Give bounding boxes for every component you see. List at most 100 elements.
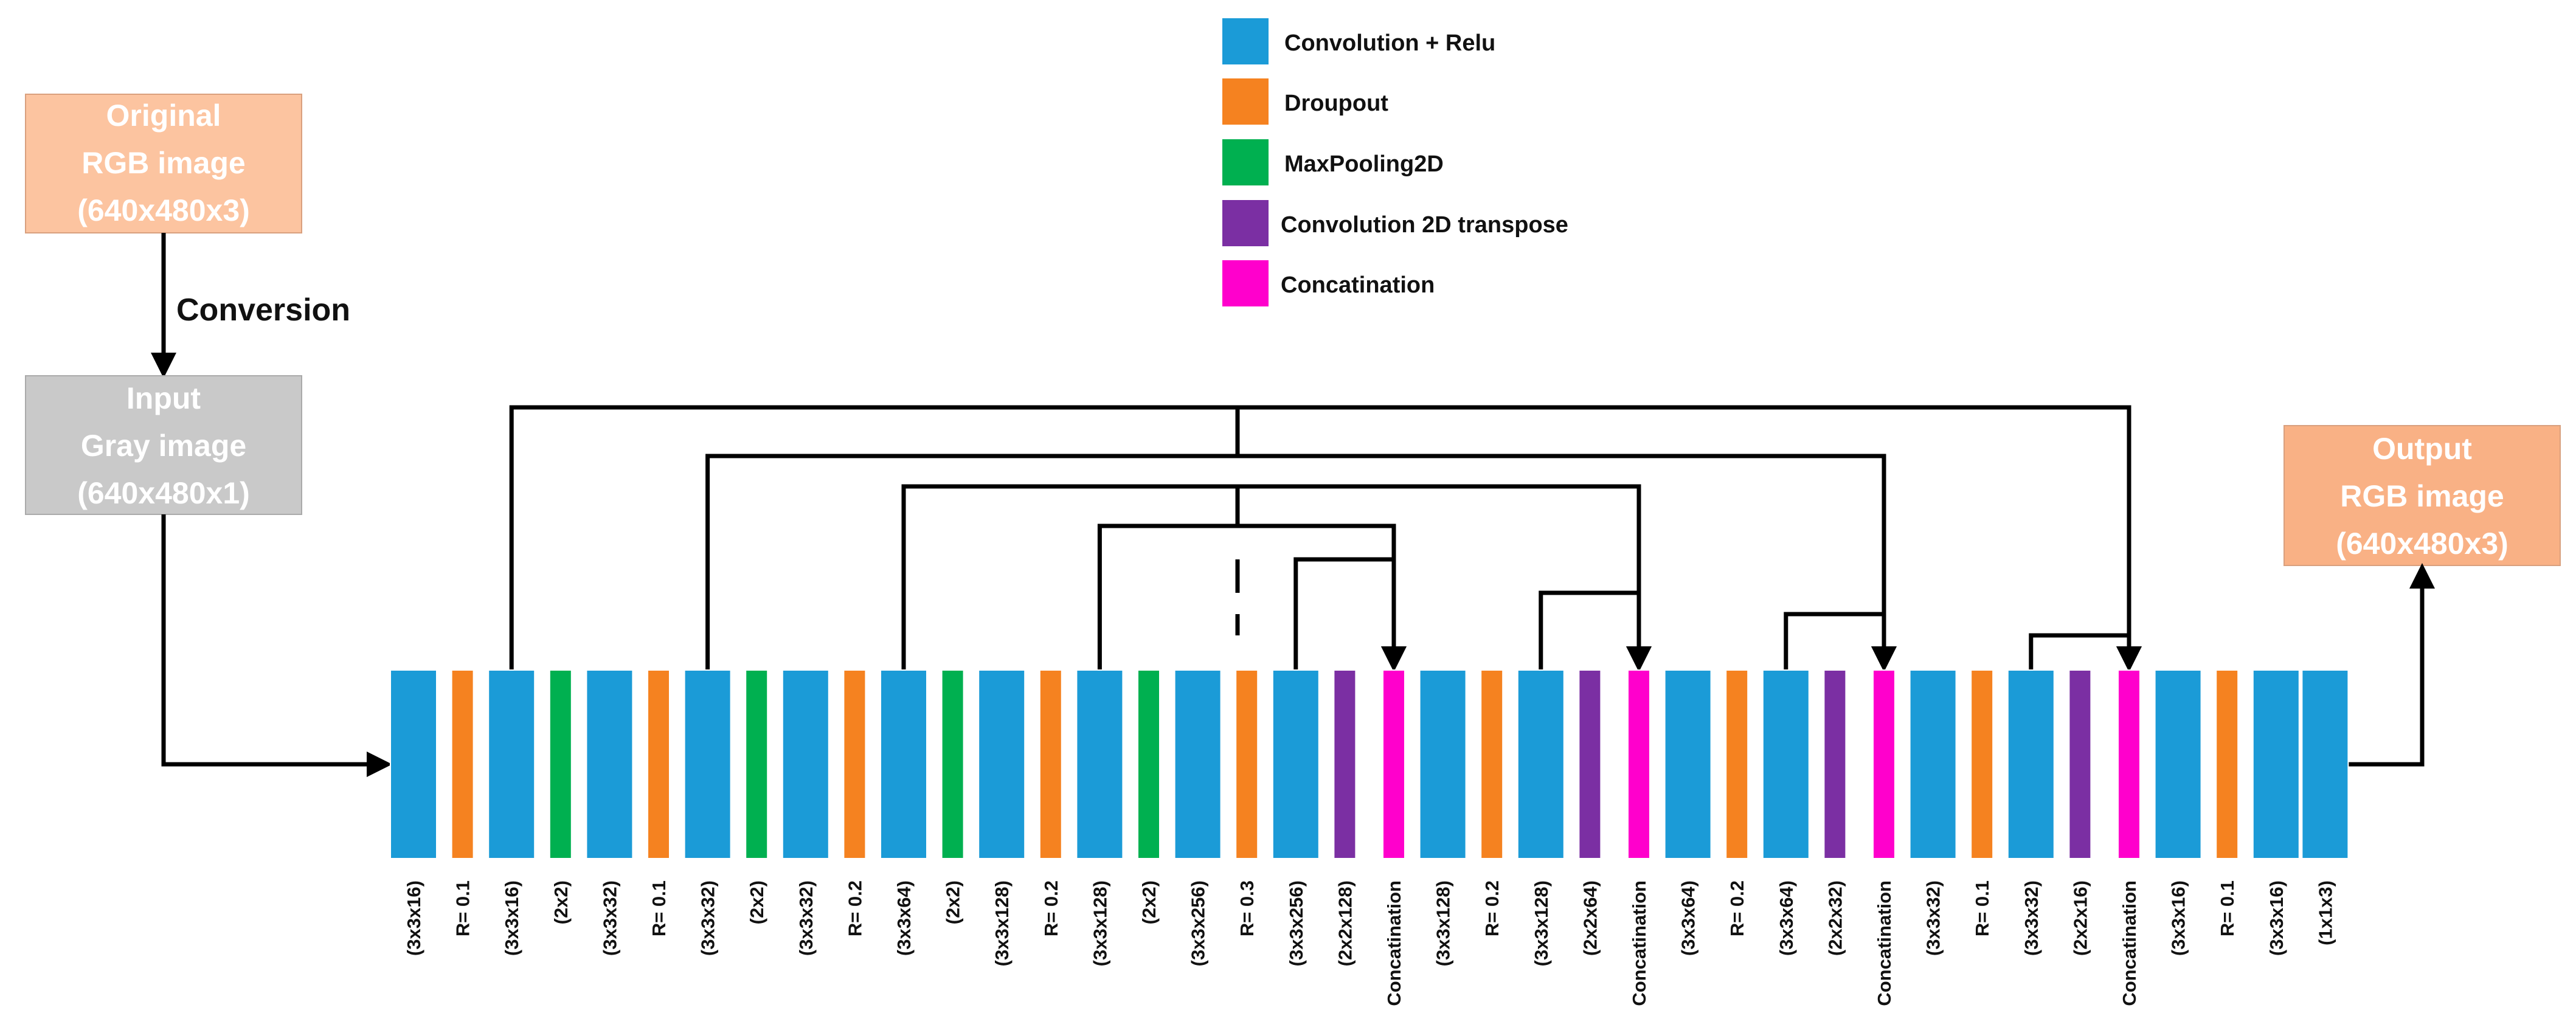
original-box-line-3: (640x480x3)	[77, 193, 250, 227]
layer-label-6: (3x3x32)	[698, 880, 719, 956]
layer-label-20: Concatination	[1383, 880, 1405, 1006]
layer-label-36: (3x3x16)	[2168, 880, 2189, 956]
output-box-line-3: (640x480x3)	[2336, 527, 2508, 561]
layer-pool-3	[549, 669, 572, 859]
layer-trans-29	[1823, 669, 1847, 859]
layer-label-30: Concatination	[1874, 880, 1895, 1006]
input-box-line-2: Gray image	[81, 429, 246, 463]
legend-label-conv: Convolution + Relu	[1284, 30, 1495, 56]
original-image-box: Original RGB image (640x480x3)	[25, 94, 302, 233]
layer-label-15: (2x2)	[1138, 880, 1160, 924]
layer-drop-17	[1235, 669, 1259, 859]
layer-conv-8	[781, 669, 829, 859]
layer-drop-32	[1970, 669, 1994, 859]
layer-trans-19	[1333, 669, 1357, 859]
layer-pool-11	[941, 669, 964, 859]
layer-conv-6	[684, 669, 732, 859]
skip-connection-0	[509, 405, 2142, 672]
input-image-box: Input Gray image (640x480x1)	[25, 375, 302, 515]
layer-trans-34	[2068, 669, 2092, 859]
layer-conv-31	[1909, 669, 1957, 859]
layer-label-34: (2x2x16)	[2069, 880, 2091, 956]
layer-label-13: R= 0.2	[1040, 880, 1062, 936]
layer-conv-16	[1174, 669, 1222, 859]
layer-label-29: (2x2x32)	[1824, 880, 1846, 956]
layer-label-25: Concatination	[1629, 880, 1650, 1006]
layer-drop-5	[647, 669, 670, 859]
layer-label-19: (2x2x128)	[1334, 880, 1356, 966]
skip-connection-6	[1784, 612, 1897, 672]
layer-label-27: R= 0.2	[1726, 880, 1748, 936]
layer-conv-23	[1517, 669, 1565, 859]
layer-label-16: (3x3x256)	[1188, 880, 1209, 966]
layer-drop-9	[843, 669, 867, 859]
layer-label-35: Concatination	[2119, 880, 2140, 1006]
layer-label-38: (3x3x16)	[2266, 880, 2287, 956]
layer-label-1: R= 0.1	[452, 880, 474, 936]
layer-label-0: (3x3x16)	[403, 880, 424, 956]
layer-conv-10	[880, 669, 927, 859]
layer-concat-20	[1382, 669, 1405, 859]
layer-drop-27	[1725, 669, 1749, 859]
legend-label-concat: Concatination	[1281, 272, 1435, 298]
layer-conv-33	[2007, 669, 2055, 859]
layer-label-39: (1x1x3)	[2315, 880, 2336, 945]
layer-label-23: (3x3x128)	[1531, 880, 1552, 966]
layer-labels: (3x3x16) R= 0.1 (3x3x16) (2x2) (3x3x32) R= 0.…	[403, 880, 2336, 1006]
layer-drop-13	[1039, 669, 1062, 859]
network-layers	[390, 669, 2349, 859]
layer-conv-26	[1664, 669, 1712, 859]
layer-conv-28	[1762, 669, 1810, 859]
conversion-label: Conversion	[176, 292, 350, 328]
layer-label-31: (3x3x32)	[1923, 880, 1944, 956]
output-image-box: Output RGB image (640x480x3)	[2283, 425, 2561, 566]
skip-connections	[509, 405, 2142, 672]
layer-label-28: (3x3x64)	[1776, 880, 1797, 956]
layer-label-32: R= 0.1	[1972, 880, 1993, 936]
layer-label-33: (3x3x32)	[2021, 880, 2042, 956]
legend-label-maxpool: MaxPooling2D	[1284, 151, 1444, 177]
layer-conv-21	[1419, 669, 1467, 859]
original-box-line-1: Original	[106, 99, 221, 133]
layer-label-14: (3x3x128)	[1089, 880, 1110, 966]
layer-label-18: (3x3x256)	[1286, 880, 1307, 966]
layer-conv-18	[1272, 669, 1320, 859]
layer-label-11: (2x2)	[943, 880, 964, 924]
layer-label-4: (3x3x32)	[599, 880, 620, 956]
layer-conv-39	[2301, 669, 2349, 859]
layer-label-37: R= 0.1	[2217, 880, 2238, 936]
legend-swatch-conv	[1222, 18, 1269, 64]
input-to-network-arrow	[161, 514, 392, 777]
layer-conv-36	[2154, 669, 2202, 859]
legend-swatch-concat	[1222, 260, 1269, 306]
layer-label-9: R= 0.2	[844, 880, 865, 936]
layer-conv-4	[586, 669, 634, 859]
legend-swatch-transpose	[1222, 200, 1269, 246]
layer-label-5: R= 0.1	[648, 880, 670, 936]
legend-swatch-maxpool	[1222, 139, 1269, 185]
layer-concat-25	[1627, 669, 1650, 859]
layer-conv-0	[390, 669, 437, 859]
legend: Convolution + Relu Droupout MaxPooling2D…	[1222, 18, 1568, 306]
legend-swatch-dropout	[1222, 78, 1269, 125]
original-box-line-2: RGB image	[81, 146, 246, 180]
layer-label-10: (3x3x64)	[893, 880, 915, 956]
layer-pool-15	[1137, 669, 1160, 859]
layer-drop-37	[2215, 669, 2239, 859]
skip-connection-7	[2029, 633, 2142, 672]
layer-label-24: (2x2x64)	[1579, 880, 1601, 956]
layer-pool-7	[745, 669, 769, 859]
layer-drop-22	[1480, 669, 1504, 859]
layer-label-17: R= 0.3	[1236, 880, 1258, 936]
layer-label-3: (2x2)	[550, 880, 572, 924]
skip-connection-3	[1097, 524, 1407, 672]
skip-connection-2	[901, 484, 1652, 672]
layer-label-8: (3x3x32)	[795, 880, 817, 956]
layer-conv-38	[2252, 669, 2300, 859]
legend-label-transpose: Convolution 2D transpose	[1281, 212, 1568, 238]
skip-connection-1	[705, 454, 1897, 672]
layer-concat-30	[1872, 669, 1896, 859]
input-box-line-1: Input	[126, 381, 201, 415]
layer-label-22: R= 0.2	[1481, 880, 1503, 936]
